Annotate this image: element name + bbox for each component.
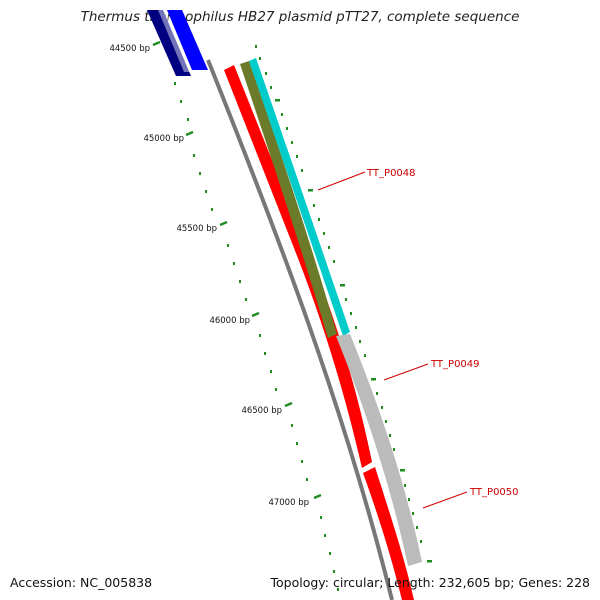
gene-label-leaders: [317, 171, 468, 509]
gene-tt-p0050-cds: [363, 467, 414, 600]
gene-tt-p0049-cds: [224, 65, 372, 468]
tick-45500: [219, 220, 228, 227]
outer-dotted-ruler: [255, 45, 432, 563]
gene-label-tt-p0049[interactable]: TT_P0049: [430, 359, 480, 370]
reverse-cds-dark: [147, 10, 191, 76]
gene-labels: TT_P0048 TT_P0049 TT_P0050: [366, 168, 519, 498]
ruler-label-46000: 46000 bp: [209, 316, 250, 326]
sequence-summary: Topology: circular; Length: 232,605 bp; …: [271, 575, 591, 590]
ruler-label-46500: 46500 bp: [241, 406, 282, 416]
reverse-cds-blue: [167, 10, 208, 70]
gene-label-tt-p0048[interactable]: TT_P0048: [366, 168, 416, 179]
tick-45000: [185, 130, 194, 137]
ruler-label-44500: 44500 bp: [109, 44, 150, 54]
gene-label-tt-p0050[interactable]: TT_P0050: [469, 487, 519, 498]
summary-text: Topology: circular; Length: 232,605 bp; …: [270, 575, 591, 590]
ruler-label-47000: 47000 bp: [268, 498, 309, 508]
olive-feature: [240, 61, 337, 338]
tick-46000: [251, 311, 260, 318]
tick-marks: [152, 40, 322, 500]
accession-label: Accession: NC_005838: [10, 575, 153, 590]
backbone-line: [206, 59, 394, 600]
ruler-label-45000: 45000 bp: [143, 134, 184, 144]
tick-44500: [152, 40, 161, 47]
gray-feature: [336, 334, 422, 566]
tick-46500: [284, 401, 293, 408]
ruler-labels: 44500 bp 45000 bp 45500 bp 46000 bp 4650…: [109, 44, 309, 508]
inner-dotted-ruler: [174, 82, 339, 591]
reverse-cds-highlight: [158, 10, 192, 72]
map-title: Thermus thermophilus HB27 plasmid pTT27,…: [80, 9, 520, 25]
gene-tt-p0048-cds: [249, 58, 350, 336]
tick-47000: [313, 493, 322, 500]
ruler-label-45500: 45500 bp: [176, 224, 217, 234]
